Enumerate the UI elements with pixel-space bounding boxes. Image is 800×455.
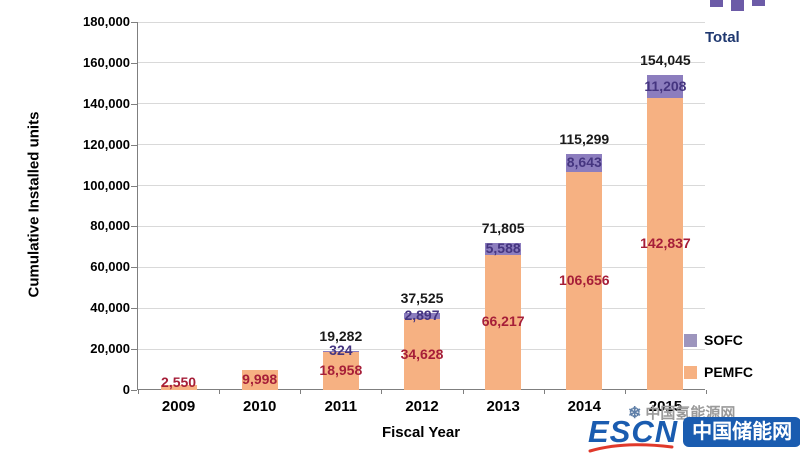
x-tick-mark [462,390,464,394]
total-label: 154,045 [640,52,691,69]
x-tick-mark [138,390,139,394]
pemfc-swatch-icon [684,365,697,379]
sofc-label: 5,588 [485,239,521,256]
bar-sofc-2013 [485,243,522,255]
gridline [138,22,705,23]
y-tick-label: 160,000 [83,54,130,70]
x-tick-mark [381,390,383,394]
y-tick-mark [131,144,137,146]
x-tick-mark [543,390,545,394]
escn-logo-text: ESCN [588,414,679,449]
pemfc-label: 2,550 [161,374,197,390]
pemfc-label: 106,656 [558,271,610,288]
y-tick-label: 0 [122,382,130,397]
logo-fragment-bar-icon [710,0,723,7]
x-tick-label: 2012 [405,398,439,415]
gridline [138,144,705,146]
bar-pemfc-2013 [485,254,522,390]
gridline [138,185,705,187]
sofc-label: 324 [329,341,353,358]
x-tick-mark [300,390,302,394]
y-tick-mark [131,62,137,64]
x-tick-label: 2013 [486,398,520,415]
y-axis-title: Cumulative Installed units [25,111,43,298]
bar-sofc-2012 [404,313,440,320]
y-tick-label: 40,000 [90,300,130,316]
bar-sofc-2015 [647,75,684,98]
bar-pemfc-2010 [241,369,278,390]
pemfc-label: 18,958 [319,361,363,378]
bar-pemfc-2011 [322,351,359,390]
legend-label-pemfc: PEMFC [704,364,753,380]
gridline [138,307,705,309]
legend-item-pemfc: PEMFC [684,364,753,380]
pemfc-label: 142,837 [640,234,691,251]
logo-fragment [710,0,765,11]
x-tick-label: 2011 [324,398,358,415]
pemfc-label: 66,217 [481,313,525,330]
y-tick-label: 140,000 [83,95,130,111]
x-tick-label: 2014 [567,398,601,415]
legend: SOFC PEMFC [684,332,753,396]
gridline [138,62,705,64]
x-tick-label: 2010 [243,398,277,415]
y-tick-label: 120,000 [83,136,130,152]
bar-pemfc-2014 [566,171,603,390]
legend-label-sofc: SOFC [704,332,743,348]
escn-badge: 中国储能网 [683,417,800,447]
y-tick-label: 180,000 [83,14,130,29]
total-label: 71,805 [481,220,525,237]
y-tick-mark [131,390,137,391]
y-tick-mark [131,349,137,351]
x-tick-label: 2015 [648,398,683,415]
legend-item-sofc: SOFC [684,332,753,348]
logo-fragment-bar-icon [731,0,744,11]
bar-pemfc-2012 [404,319,440,390]
y-tick-mark [131,308,137,310]
sofc-label: 11,208 [644,77,687,94]
total-label: 37,525 [400,290,444,307]
bar-sofc-2014 [566,154,603,172]
x-tick-label: 2009 [161,398,196,415]
x-tick-mark [219,390,221,394]
snowflake-icon: ❄ [628,404,642,422]
plot-area: 2,550 2009 9,998 2010 19,282 324 18,958 2011 37,… [137,22,707,415]
total-caption: Total [705,29,740,46]
total-label: 19,282 [319,327,363,344]
y-tick-label: 20,000 [90,341,130,357]
y-tick-mark [131,267,137,269]
bar-pemfc-2015 [647,97,684,390]
sofc-label: 2,897 [404,307,440,324]
x-axis-title: Fiscal Year [381,424,461,441]
x-tick-mark [624,390,626,394]
y-tick-label: 80,000 [90,218,130,234]
y-tick-mark [131,185,137,187]
y-tick-mark [131,103,137,105]
sofc-label: 8,643 [566,154,602,171]
bar-sofc-2011 [322,350,359,352]
y-tick-label: 100,000 [83,177,130,193]
total-label: 115,299 [559,131,610,148]
pemfc-label: 9,998 [242,370,278,387]
logo-fragment-bar-icon [752,0,765,6]
pemfc-label: 34,628 [400,345,444,362]
escn-watermark: ESCN 中国储能网 [588,415,800,449]
y-tick-mark [131,22,137,23]
x-tick-mark [706,390,707,394]
gridline [138,103,705,105]
y-tick-label: 60,000 [90,259,130,275]
y-tick-mark [131,226,137,228]
bar-pemfc-2009 [160,384,197,390]
sofc-swatch-icon [684,333,697,347]
gridline [138,225,705,227]
gridline [138,266,705,268]
